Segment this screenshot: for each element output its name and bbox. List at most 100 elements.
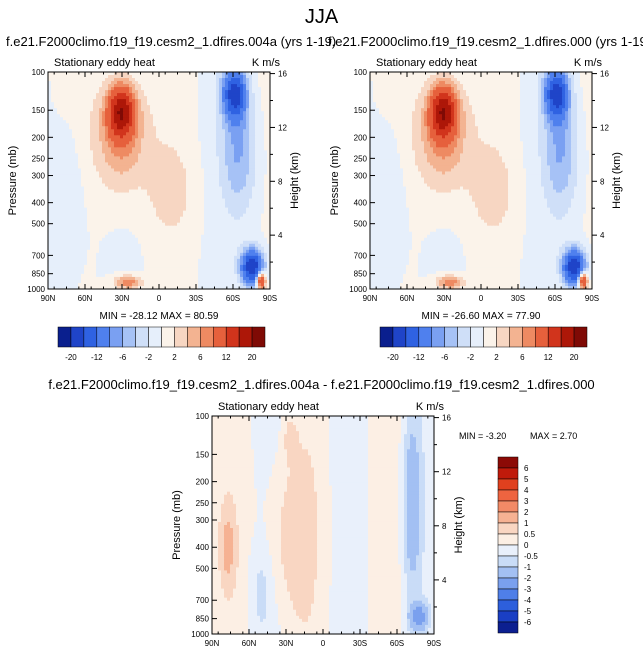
p1-cell bbox=[120, 141, 124, 145]
p1-cell bbox=[147, 264, 151, 269]
p1-cell bbox=[225, 222, 229, 227]
p1-cell bbox=[249, 102, 253, 106]
p1-cell bbox=[141, 195, 145, 199]
p1-cell bbox=[120, 123, 124, 127]
p1-cell bbox=[174, 204, 178, 209]
p1-cell bbox=[87, 225, 91, 230]
p1-cell bbox=[165, 204, 169, 209]
p1-cell bbox=[132, 81, 136, 85]
p1-cell bbox=[258, 168, 262, 172]
p1-cell bbox=[150, 192, 154, 196]
p1-cell bbox=[99, 273, 103, 278]
p1-cell bbox=[237, 189, 241, 193]
p1-cell bbox=[213, 147, 217, 151]
p1-cell bbox=[117, 246, 121, 251]
p1-cell bbox=[90, 87, 94, 91]
p1-cell bbox=[243, 75, 247, 79]
p1-cell bbox=[204, 90, 208, 94]
p1-cell bbox=[246, 252, 250, 257]
p1-cell bbox=[129, 231, 133, 236]
p1-cell bbox=[267, 156, 271, 160]
p1-cell bbox=[219, 234, 223, 239]
p1-cell bbox=[81, 207, 85, 212]
p1-cell bbox=[243, 168, 247, 172]
p1-cell bbox=[183, 171, 187, 175]
p1-cell bbox=[132, 216, 136, 221]
p1-cell bbox=[198, 87, 202, 91]
p1-cell bbox=[87, 168, 91, 172]
p1-cell bbox=[255, 87, 259, 91]
p1-cell bbox=[186, 105, 190, 109]
p1-cell bbox=[48, 72, 52, 76]
p1-cell bbox=[84, 195, 88, 199]
p1-cell bbox=[231, 183, 235, 187]
p1-cell bbox=[198, 117, 202, 121]
p1-cell bbox=[81, 258, 85, 263]
p1-cell bbox=[129, 261, 133, 266]
p1-cell bbox=[180, 114, 184, 118]
p1-cell bbox=[168, 147, 172, 151]
p1-cell bbox=[132, 99, 136, 103]
p1-cell bbox=[150, 78, 154, 82]
p1-cell bbox=[264, 192, 268, 196]
p1-cell bbox=[258, 87, 262, 91]
p1-cell bbox=[252, 168, 256, 172]
p1-cell bbox=[102, 180, 106, 184]
p1-cell bbox=[114, 183, 118, 187]
p1-cell bbox=[171, 231, 175, 236]
p1-cell bbox=[123, 204, 127, 209]
p1-cell bbox=[126, 186, 130, 190]
p1-cell bbox=[231, 150, 235, 154]
p1-cell bbox=[120, 210, 124, 215]
p1-cell bbox=[135, 120, 139, 124]
p1-cell bbox=[204, 102, 208, 106]
p1-cell bbox=[180, 264, 184, 269]
p1-cell bbox=[189, 195, 193, 199]
p1-cell bbox=[120, 159, 124, 163]
p1-cell bbox=[201, 159, 205, 163]
p1-cell bbox=[63, 81, 67, 85]
p1-cell bbox=[189, 228, 193, 233]
p1-cell bbox=[51, 99, 55, 103]
p1-cell bbox=[174, 141, 178, 145]
p1-cell bbox=[87, 216, 91, 221]
p1-cell bbox=[48, 240, 52, 245]
p1-cell bbox=[159, 186, 163, 190]
p1-cell bbox=[252, 219, 256, 224]
p1-cell bbox=[246, 240, 250, 245]
p1-cell bbox=[153, 213, 157, 218]
p1-cell bbox=[75, 108, 79, 112]
p1-cell bbox=[183, 228, 187, 233]
p1-cell bbox=[204, 96, 208, 100]
p1-cell bbox=[60, 213, 64, 218]
p1-cell bbox=[141, 99, 145, 103]
p1-cell bbox=[171, 234, 175, 239]
p1-cell bbox=[87, 78, 91, 82]
p1-cell bbox=[105, 237, 109, 242]
p1-cell bbox=[63, 189, 67, 193]
p1-cell bbox=[231, 243, 235, 248]
p1-cell bbox=[222, 117, 226, 121]
p1-cell bbox=[234, 153, 238, 157]
p1-cell bbox=[126, 267, 130, 272]
p1-cell bbox=[156, 129, 160, 133]
p1-cell bbox=[192, 111, 196, 115]
p1-cell bbox=[222, 261, 226, 266]
p1-cell bbox=[96, 240, 100, 245]
p1-cell bbox=[261, 216, 265, 221]
p1-cell bbox=[183, 120, 187, 124]
p1-cell bbox=[48, 138, 52, 142]
p1-cell bbox=[117, 96, 121, 100]
p1-cell bbox=[189, 150, 193, 154]
p1-cell bbox=[90, 180, 94, 184]
p1-cell bbox=[81, 273, 85, 278]
p1-cell bbox=[258, 180, 262, 184]
p1-cell bbox=[123, 240, 127, 245]
p1-cell bbox=[99, 78, 103, 82]
p1-cell bbox=[189, 138, 193, 142]
p1-cell bbox=[147, 180, 151, 184]
p1-cell bbox=[78, 195, 82, 199]
p1-cell bbox=[150, 102, 154, 106]
p1-cell bbox=[258, 102, 262, 106]
p1-cell bbox=[147, 234, 151, 239]
